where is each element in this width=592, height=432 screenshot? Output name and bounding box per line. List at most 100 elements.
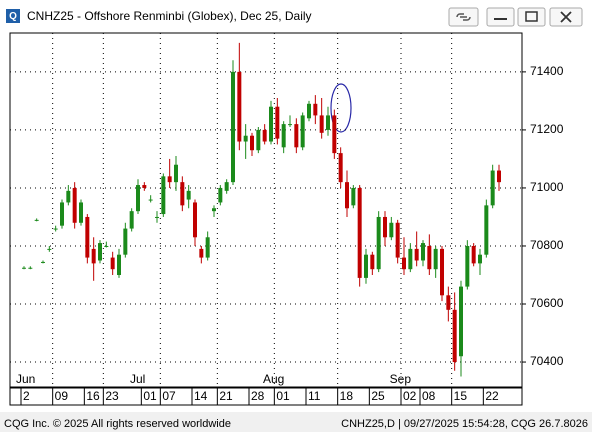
candle-body: [294, 124, 299, 148]
candle-body: [408, 248, 413, 270]
candle-body: [338, 153, 343, 183]
candle-body: [427, 245, 432, 270]
candle-body: [465, 245, 470, 287]
candle-body: [34, 219, 39, 221]
candle-body: [98, 243, 102, 261]
candle-body: [218, 187, 223, 203]
annotation-ellipse: [330, 83, 352, 133]
close-glyph: [560, 11, 572, 23]
candle-body: [142, 185, 147, 188]
candle-body: [433, 248, 438, 270]
candle-body: [326, 115, 330, 130]
candle-body: [129, 211, 134, 229]
candle-body: [313, 103, 318, 116]
title-buttons: [448, 7, 583, 27]
candle-body: [269, 106, 273, 142]
candle-body: [167, 176, 172, 183]
candle-body: [459, 286, 463, 357]
candle-body: [123, 228, 128, 255]
candle-body: [60, 202, 64, 226]
candle-body: [478, 254, 482, 264]
candle-body: [243, 135, 248, 142]
candle-body: [300, 115, 305, 148]
candle-body: [446, 295, 451, 310]
candle-body: [389, 222, 394, 238]
minimize-button[interactable]: [486, 7, 515, 27]
y-tick-label: 71400: [530, 64, 564, 78]
x-tick-label: 25: [371, 389, 385, 403]
y-tick-label: 70600: [530, 296, 564, 310]
x-tick-label: 15: [454, 389, 468, 403]
candle-body: [490, 170, 495, 206]
candle-body: [452, 309, 457, 363]
x-tick-label: 01: [143, 389, 157, 403]
candle-body: [357, 187, 362, 278]
candle-body: [205, 237, 210, 258]
candle-body: [497, 170, 501, 183]
y-tick-label: 70800: [530, 238, 564, 252]
candle-body: [53, 228, 58, 230]
candle-body: [237, 71, 242, 142]
candle-body: [91, 248, 96, 264]
app-icon-glyph: Q: [9, 11, 17, 22]
date-strip: [9, 387, 523, 406]
candle-body: [136, 185, 140, 212]
candle-body: [72, 187, 77, 223]
candle-body: [193, 202, 197, 238]
candle-body: [85, 216, 90, 258]
candle-body: [332, 115, 337, 154]
y-tick-label: 70400: [530, 354, 564, 368]
maximize-button[interactable]: [517, 7, 546, 27]
x-tick-label: 16: [86, 389, 100, 403]
candle-body: [370, 254, 375, 270]
candle-body: [231, 71, 235, 183]
candle-body: [402, 257, 406, 270]
candle-body: [110, 257, 115, 270]
x-tick-label: 02: [403, 389, 417, 403]
link-glyph: [456, 13, 471, 21]
candle-body: [186, 190, 191, 200]
x-tick-label: 22: [485, 389, 499, 403]
x-tick-label: 09: [55, 389, 69, 403]
x-tick-label: 21: [219, 389, 233, 403]
candle-body: [180, 182, 185, 206]
month-label: Jul: [130, 372, 145, 386]
candle-body: [250, 135, 254, 151]
candle-body: [47, 248, 52, 250]
candle-body: [155, 216, 159, 218]
candle-body: [117, 254, 121, 275]
candle-body: [376, 216, 381, 270]
plot-frame: [9, 32, 523, 388]
candle-body: [351, 187, 356, 206]
month-label: Jun: [16, 372, 35, 386]
candle-body: [104, 245, 109, 247]
app-icon: [6, 9, 20, 23]
candle-body: [161, 176, 166, 215]
candle-body: [41, 261, 45, 263]
candle-body: [148, 199, 153, 201]
status-right: CNHZ25,D | 09/27/2025 15:54:28, CQG 26.7…: [341, 418, 588, 430]
candle-body: [212, 208, 216, 212]
candle-body: [281, 124, 286, 148]
x-tick-label: 23: [105, 389, 119, 403]
window-title: CNHZ25 - Offshore Renminbi (Globex), Dec…: [27, 9, 312, 23]
x-tick-label: 08: [422, 389, 436, 403]
candle-body: [364, 254, 368, 278]
candle-body: [421, 243, 425, 261]
maximize-glyph: [525, 11, 538, 22]
x-tick-label: 18: [340, 389, 354, 403]
x-tick-label: 14: [194, 389, 208, 403]
candle-body: [66, 190, 71, 203]
x-tick-label: 28: [251, 389, 265, 403]
candle-body: [307, 103, 311, 119]
candle-body: [383, 216, 387, 238]
candle-body: [345, 182, 349, 209]
candle-body: [174, 164, 178, 183]
candle-body: [79, 202, 83, 223]
candle-body: [28, 267, 33, 269]
status-left: CQG Inc. © 2025 All rights reserved worl…: [4, 418, 231, 430]
x-tick-label: 01: [276, 389, 290, 403]
month-label: Aug: [263, 372, 284, 386]
